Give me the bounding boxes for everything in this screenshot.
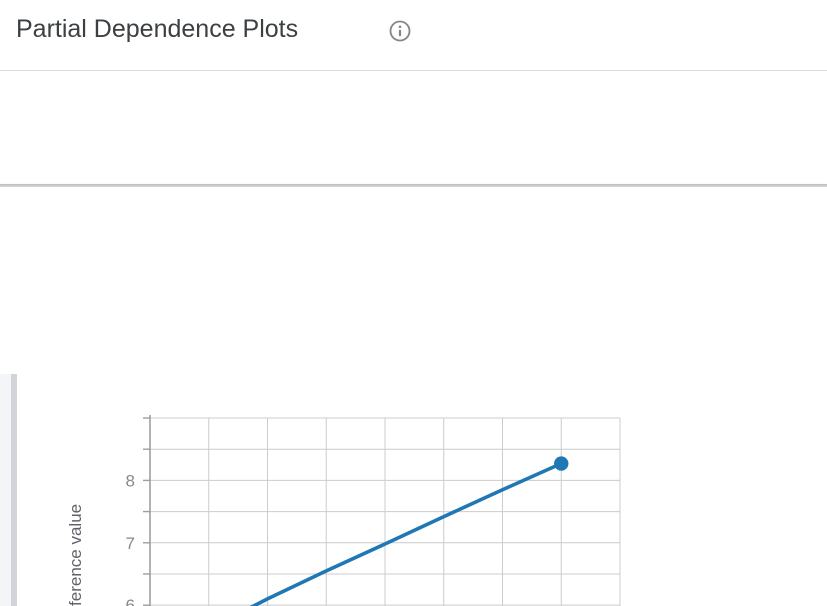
- info-icon[interactable]: [388, 19, 412, 43]
- page-header: Partial Dependence Plots: [0, 0, 827, 70]
- y-tick-label: 6: [126, 596, 135, 606]
- y-tick-label: 7: [126, 534, 135, 553]
- left-gutter: [0, 374, 11, 606]
- pdp-line: [249, 461, 564, 606]
- sticky-divider: [0, 184, 827, 187]
- vertical-scrollbar-thumb[interactable]: [11, 374, 17, 606]
- feature-section-header[interactable]: gestation_weeks: [0, 71, 827, 211]
- endpoint-dot[interactable]: [554, 456, 569, 471]
- chart-panel: 303234363840425678 Inference value gesta…: [0, 187, 827, 606]
- y-tick-label: 8: [126, 471, 135, 490]
- pdp-chart: 303234363840425678 Inference value gesta…: [66, 415, 621, 606]
- y-axis-title: Inference value: [66, 504, 85, 606]
- page-title: Partial Dependence Plots: [16, 15, 299, 43]
- header-divider: [0, 70, 827, 71]
